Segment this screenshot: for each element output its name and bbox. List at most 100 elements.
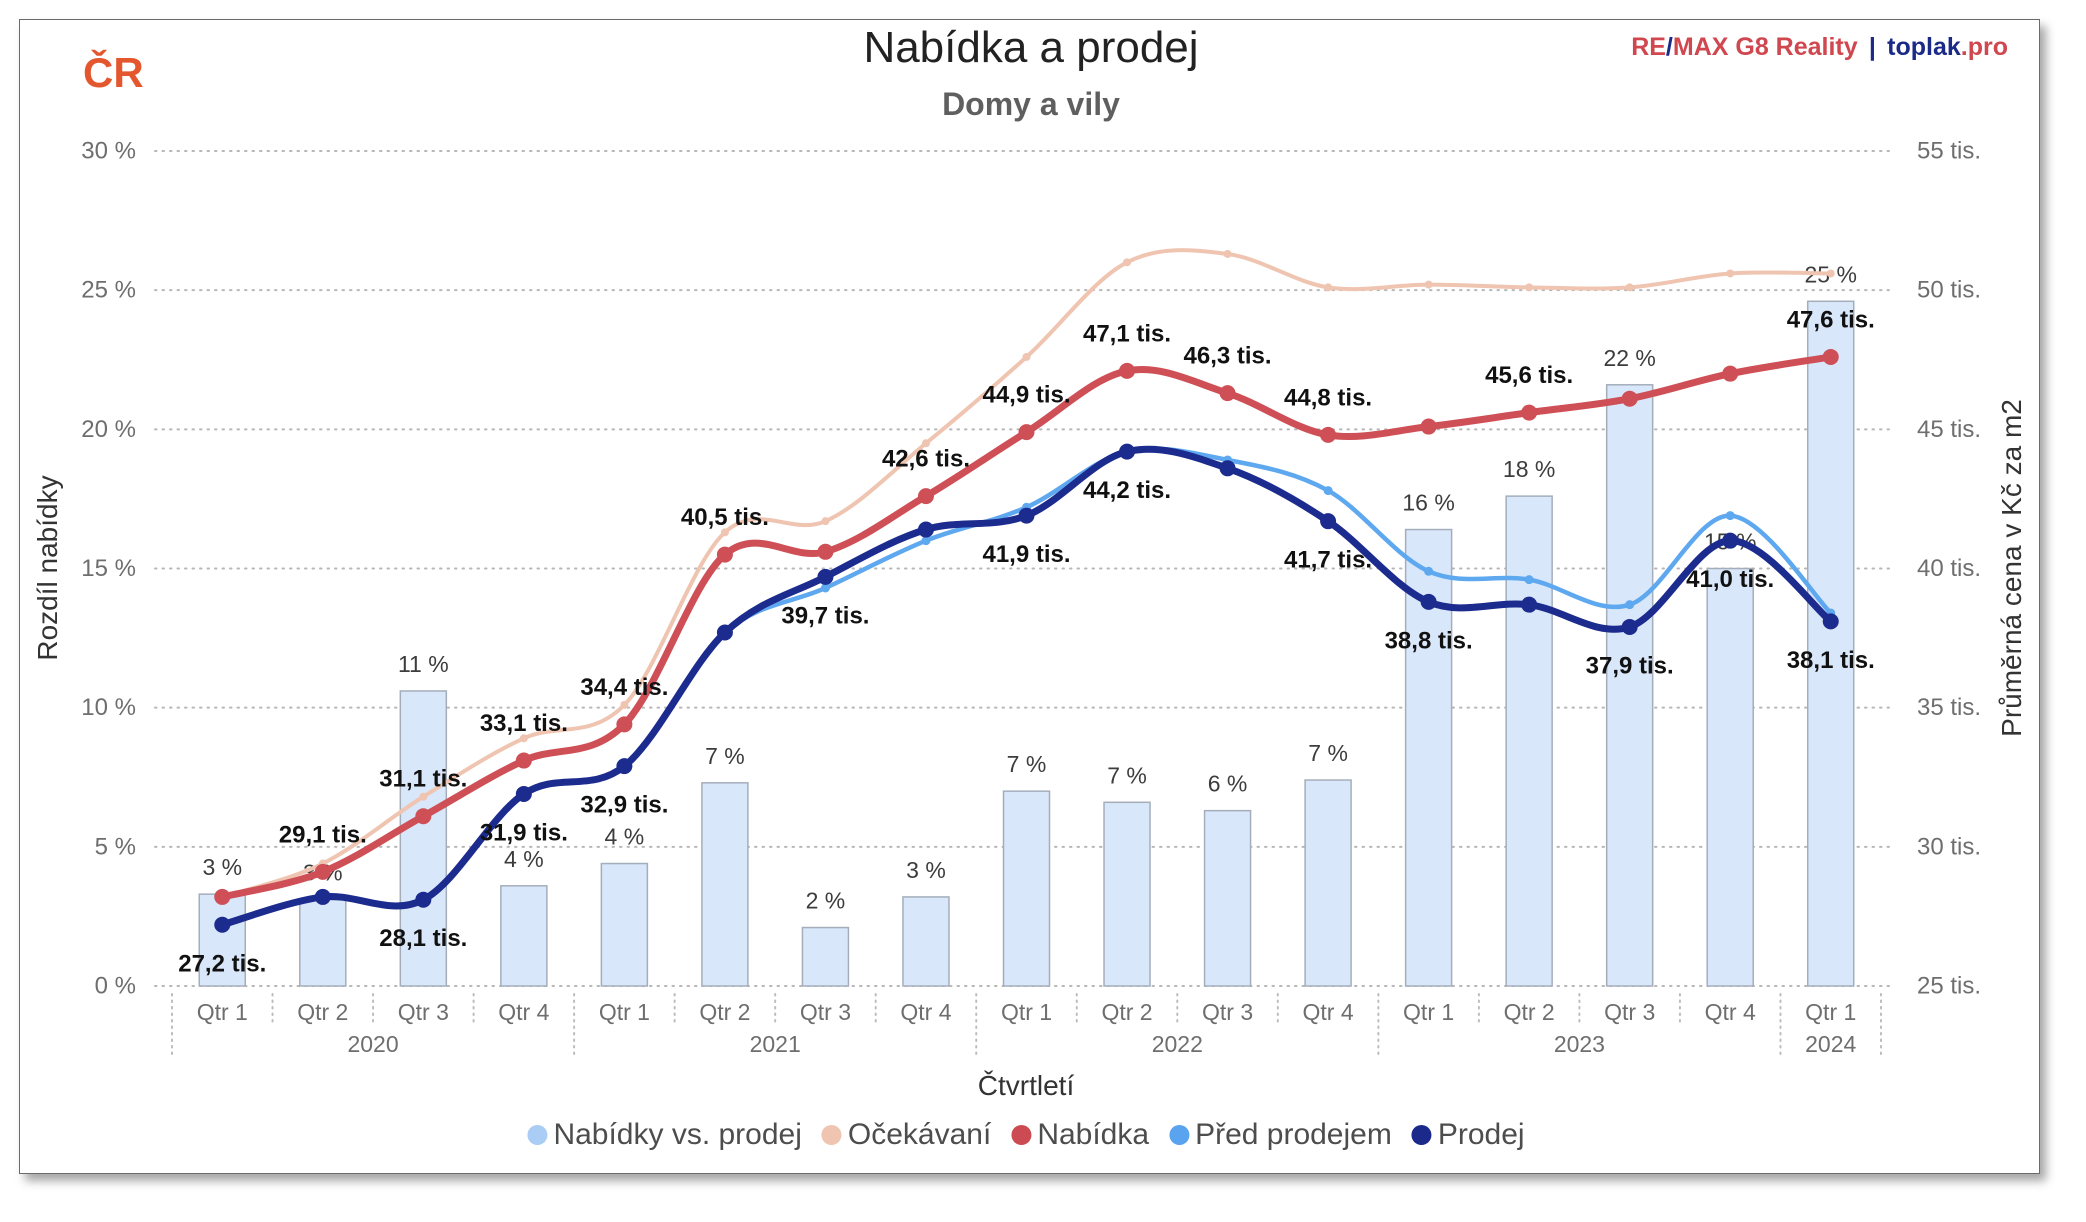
bar-data-label: 4 % xyxy=(605,824,645,850)
data-label-nabidka: 47,1 tis. xyxy=(1083,320,1171,347)
data-label-prodej: 32,9 tis. xyxy=(580,792,668,819)
brand-re: RE xyxy=(1631,33,1666,61)
data-label-prodej: 38,8 tis. xyxy=(1385,627,1473,654)
bar-nabidky-vs-prodej xyxy=(1203,809,1252,987)
point-ocekavani xyxy=(1826,269,1835,278)
point-ocekavani xyxy=(1625,283,1634,292)
x-tick-quarter: Qtr 1 xyxy=(197,999,248,1025)
data-label-nabidka: 44,8 tis. xyxy=(1284,384,1372,411)
y2-tick-label: 35 tis. xyxy=(1917,694,1981,721)
y2-tick-label: 30 tis. xyxy=(1917,833,1981,860)
brand-max: MAX G8 Reality xyxy=(1672,33,1858,61)
legend-marker-icon xyxy=(527,1125,548,1145)
bar-nabidky-vs-prodej xyxy=(1002,790,1051,987)
bar-nabidky-vs-prodej xyxy=(1103,801,1151,987)
point-nabidka xyxy=(616,716,633,733)
data-label-nabidka: 33,1 tis. xyxy=(480,710,568,737)
point-ocekavani xyxy=(720,528,729,537)
y-tick-label: 30 % xyxy=(81,138,136,165)
x-tick-quarter: Qtr 2 xyxy=(1101,999,1152,1025)
line-ocekavani xyxy=(220,248,1833,899)
data-label-prodej: 38,1 tis. xyxy=(1787,647,1875,674)
x-tick-quarter: Qtr 3 xyxy=(1202,999,1253,1025)
point-pred-prodejem xyxy=(921,536,931,546)
chart-subtitle: Domy a vily xyxy=(942,86,1120,122)
data-label-prodej: 44,2 tis. xyxy=(1083,477,1171,504)
brand-tld: .pro xyxy=(1960,33,2008,61)
bar-nabidky-vs-prodej xyxy=(902,896,950,987)
point-ocekavani xyxy=(1726,269,1735,278)
point-prodej xyxy=(1219,460,1236,477)
x-tick-quarter: Qtr 3 xyxy=(800,999,851,1025)
y-tick-label: 5 % xyxy=(95,833,136,860)
point-ocekavani xyxy=(1324,283,1333,292)
legend-item-pred-prodejem: Před prodejem xyxy=(1169,1118,1392,1152)
point-nabidka xyxy=(817,543,834,560)
point-nabidka xyxy=(314,863,331,880)
legend-marker-icon xyxy=(1411,1125,1432,1145)
y2-tick-label: 55 tis. xyxy=(1917,138,1981,165)
bar-nabidky-vs-prodej xyxy=(600,862,649,987)
y2-tick-label: 45 tis. xyxy=(1917,416,1981,443)
point-prodej xyxy=(817,568,834,585)
bar-nabidky-vs-prodej xyxy=(299,898,347,987)
x-tick-quarter: Qtr 4 xyxy=(498,999,549,1025)
data-label-nabidka: 44,9 tis. xyxy=(982,382,1070,409)
point-nabidka xyxy=(1018,424,1035,441)
x-tick-quarter: Qtr 4 xyxy=(1303,999,1354,1025)
x-tick-quarter: Qtr 4 xyxy=(1705,999,1756,1025)
y-tick-label: 10 % xyxy=(81,694,136,721)
x-tick-year: 2020 xyxy=(347,1031,398,1057)
point-ocekavani xyxy=(1525,283,1534,292)
y-tick-label: 15 % xyxy=(81,555,136,582)
point-prodej xyxy=(1521,596,1538,613)
legend-label: Očekávaní xyxy=(847,1118,992,1151)
point-nabidka xyxy=(214,888,231,905)
x-tick-quarter: Qtr 2 xyxy=(1504,999,1555,1025)
point-pred-prodejem xyxy=(1725,511,1735,521)
brand-site: toplak xyxy=(1887,33,1961,61)
data-label-prodej: 41,0 tis. xyxy=(1686,566,1774,593)
bar-data-label: 7 % xyxy=(1107,762,1147,788)
data-label-nabidka: 40,5 tis. xyxy=(681,504,769,531)
legend-item-ocekavani: Očekávaní xyxy=(821,1118,992,1152)
bar-data-label: 7 % xyxy=(1007,751,1047,777)
data-label-prodej: 31,9 tis. xyxy=(480,819,568,846)
bar-data-label: 18 % xyxy=(1503,456,1555,482)
bar-nabidky-vs-prodej xyxy=(801,926,850,987)
point-prodej xyxy=(314,888,331,905)
y2-axis-title: Průměrná cena v Kč za m2 xyxy=(1996,399,2027,737)
point-ocekavani xyxy=(921,439,930,448)
point-pred-prodejem xyxy=(1524,575,1534,585)
point-ocekavani xyxy=(519,734,528,743)
data-label-nabidka: 45,6 tis. xyxy=(1485,362,1573,389)
chart-title: Nabídka a prodej xyxy=(863,23,1199,72)
point-ocekavani xyxy=(821,517,830,526)
x-tick-quarter: Qtr 1 xyxy=(1001,999,1052,1025)
point-prodej xyxy=(1018,507,1035,524)
point-nabidka xyxy=(1521,404,1538,421)
data-label-prodej: 28,1 tis. xyxy=(379,925,467,952)
bar-nabidky-vs-prodej xyxy=(1304,779,1352,987)
x-tick-quarter: Qtr 1 xyxy=(599,999,650,1025)
y-tick-label: 25 % xyxy=(81,277,136,304)
point-prodej xyxy=(214,916,231,933)
x-tick-quarter: Qtr 2 xyxy=(297,999,348,1025)
point-nabidka xyxy=(1822,348,1839,365)
x-tick-year: 2021 xyxy=(750,1031,801,1057)
point-pred-prodejem xyxy=(820,583,830,593)
point-nabidka xyxy=(716,546,733,563)
legend-label: Před prodejem xyxy=(1195,1118,1392,1151)
x-tick-year: 2023 xyxy=(1554,1031,1605,1057)
bar-nabidky-vs-prodej xyxy=(1706,567,1754,987)
legend-marker-icon xyxy=(1169,1125,1190,1145)
point-nabidka xyxy=(515,752,532,769)
legend-item-prodej: Prodej xyxy=(1411,1118,1525,1152)
bar-data-label: 16 % xyxy=(1402,490,1454,516)
point-prodej xyxy=(515,785,532,802)
bar-data-label: 6 % xyxy=(1208,771,1248,797)
point-nabidka xyxy=(1722,365,1739,382)
x-tick-year: 2022 xyxy=(1152,1031,1203,1057)
legend-label: Prodej xyxy=(1437,1118,1525,1151)
